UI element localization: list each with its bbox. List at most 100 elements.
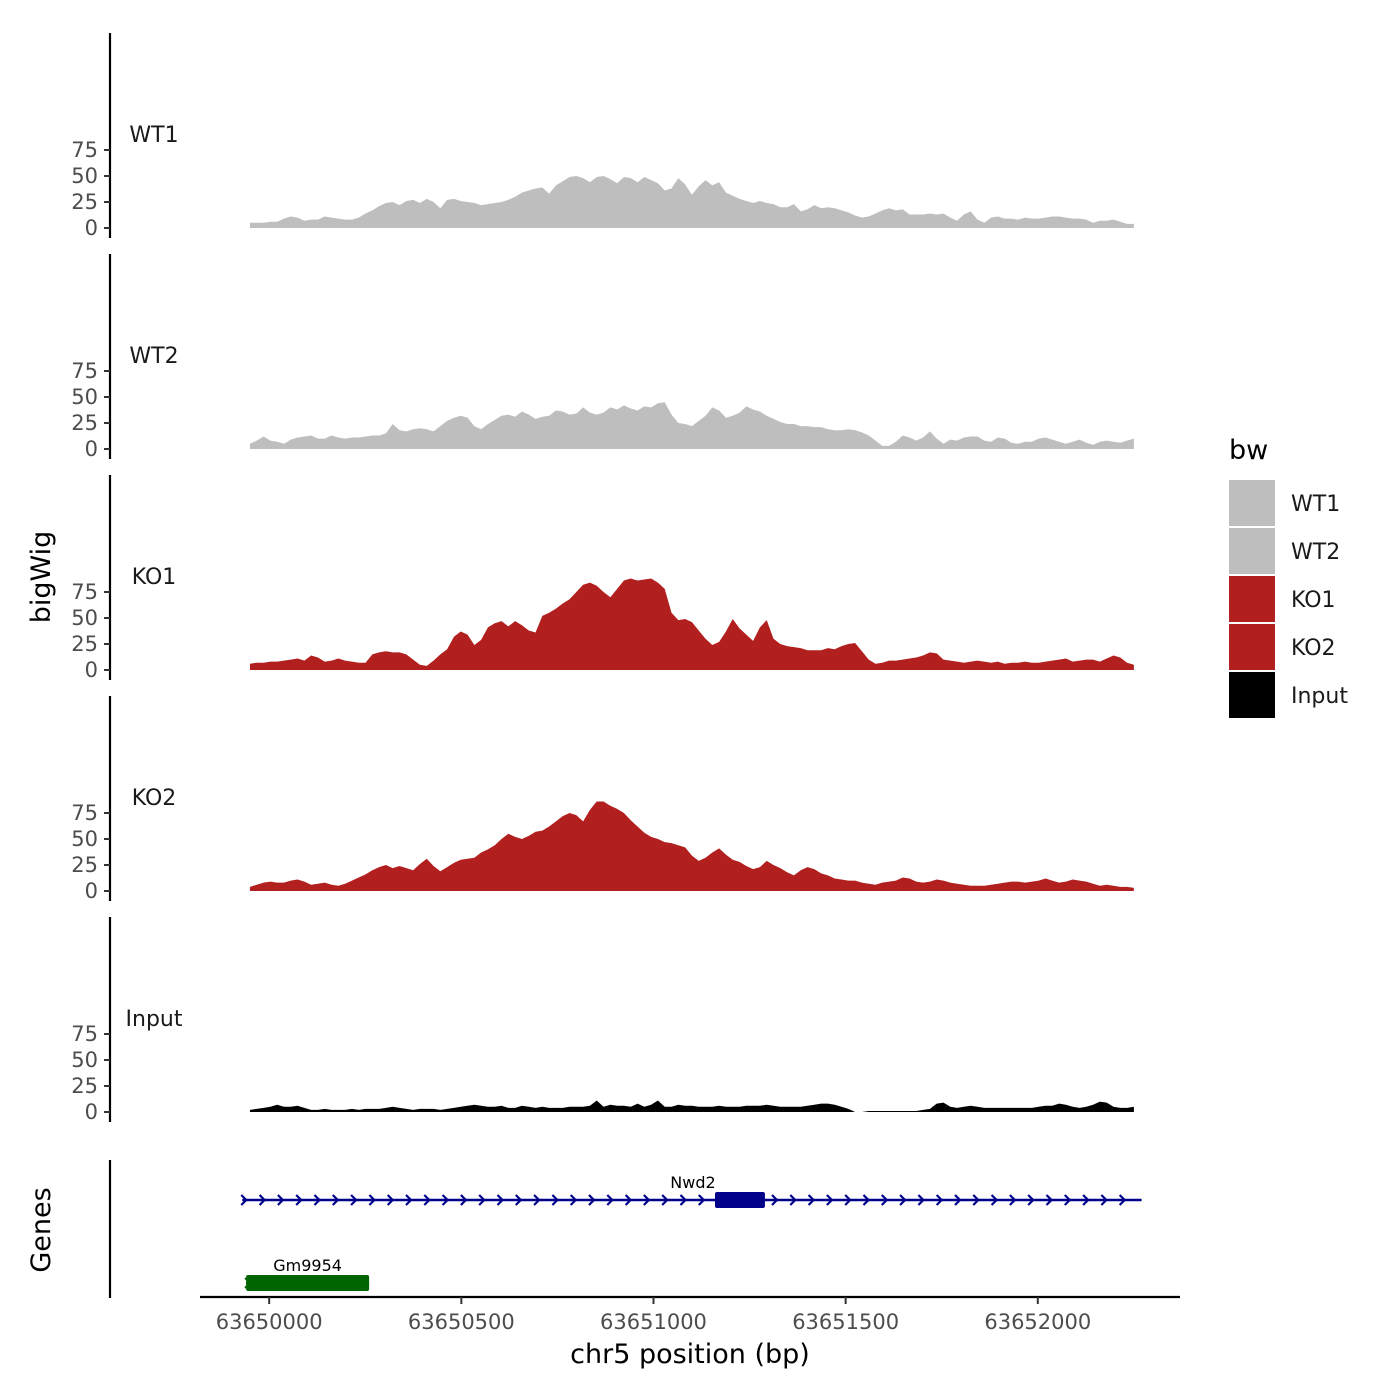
- legend-swatch-input: [1229, 672, 1275, 718]
- genes-axis-title: Genes: [26, 1187, 57, 1272]
- track-label-wt2: WT2: [129, 344, 178, 369]
- y-tick-label: 25: [71, 190, 98, 214]
- strand-arrow-icon: [899, 1194, 907, 1206]
- strand-arrow-icon: [258, 1194, 267, 1206]
- x-tick-label: 63650500: [408, 1310, 515, 1334]
- y-tick-label: 0: [85, 658, 98, 682]
- strand-arrow-icon: [496, 1194, 505, 1206]
- y-tick-label: 50: [71, 827, 98, 851]
- y-tick-label: 75: [71, 580, 98, 604]
- y-tick-label: 75: [71, 1022, 98, 1046]
- y-tick-label: 75: [71, 801, 98, 825]
- strand-arrow-icon: [917, 1194, 925, 1206]
- strand-arrow-icon: [844, 1194, 852, 1206]
- strand-arrow-icon: [1009, 1194, 1017, 1206]
- strand-arrow-icon: [313, 1194, 322, 1206]
- strand-arrow-icon: [1045, 1194, 1054, 1206]
- strand-arrow-icon: [386, 1194, 395, 1206]
- legend-swatch-wt2: [1229, 528, 1275, 574]
- y-tick-label: 0: [85, 437, 98, 461]
- strand-arrow-icon: [295, 1194, 303, 1206]
- gene-label: Gm9954: [273, 1256, 342, 1275]
- strand-arrow-icon: [1027, 1194, 1035, 1206]
- legend-label-wt2: WT2: [1291, 540, 1340, 565]
- coverage-area-ko1: [249, 578, 1134, 670]
- legend-label-input: Input: [1291, 684, 1348, 709]
- y-tick-label: 25: [71, 411, 98, 435]
- strand-arrow-icon: [935, 1194, 944, 1206]
- y-tick-label: 25: [71, 853, 98, 877]
- strand-arrow-icon: [1082, 1194, 1090, 1206]
- bigwig-tracks: 0255075WT10255075WT20255075KO10255075KO2…: [71, 33, 1134, 1124]
- coverage-area-ko2: [249, 801, 1134, 891]
- x-axis-title: chr5 position (bp): [570, 1339, 810, 1370]
- strand-arrow-icon: [1100, 1194, 1108, 1206]
- y-tick-label: 75: [71, 138, 98, 162]
- strand-arrow-icon: [697, 1194, 706, 1206]
- strand-arrow-icon: [277, 1194, 285, 1206]
- strand-arrow-icon: [679, 1194, 688, 1206]
- x-tick-label: 63650000: [216, 1310, 323, 1334]
- x-tick-label: 63652000: [984, 1310, 1091, 1334]
- strand-arrow-icon: [423, 1194, 431, 1206]
- x-tick-label: 63651000: [600, 1310, 707, 1334]
- track-label-input: Input: [126, 1007, 183, 1032]
- y-tick-label: 25: [71, 1074, 98, 1098]
- legend-label-ko1: KO1: [1291, 588, 1336, 613]
- strand-arrow-icon: [954, 1194, 962, 1206]
- y-axis-title: bigWig: [26, 531, 57, 624]
- coverage-area-wt2: [249, 402, 1134, 449]
- legend: bw WT1 WT2 KO1 KO2 Input: [1229, 435, 1348, 718]
- coverage-area-input: [249, 1100, 1134, 1112]
- strand-arrow-icon: [880, 1194, 889, 1206]
- strand-arrow-icon: [1063, 1194, 1072, 1206]
- strand-arrow-icon: [569, 1194, 578, 1206]
- gene-gm9954: Gm9954: [244, 1256, 370, 1291]
- gene-nwd2: Nwd2: [240, 1173, 1142, 1208]
- gene-exon: [714, 1192, 765, 1208]
- y-tick-label: 0: [85, 1100, 98, 1124]
- legend-swatch-wt1: [1229, 480, 1275, 526]
- strand-arrow-icon: [771, 1194, 779, 1206]
- y-tick-label: 75: [71, 359, 98, 383]
- strand-arrow-icon: [990, 1194, 999, 1206]
- gene-exon: [246, 1275, 370, 1291]
- y-tick-label: 50: [71, 385, 98, 409]
- x-axis: 63650000 63650500 63651000 63651500 63652000: [200, 1295, 1180, 1334]
- strand-arrow-icon: [624, 1194, 633, 1206]
- strand-arrow-icon: [551, 1194, 559, 1206]
- y-tick-label: 50: [71, 606, 98, 630]
- legend-swatch-ko1: [1229, 576, 1275, 622]
- y-tick-label: 50: [71, 164, 98, 188]
- strand-arrow-icon: [972, 1194, 980, 1206]
- strand-arrow-icon: [1118, 1194, 1127, 1206]
- y-tick-label: 0: [85, 216, 98, 240]
- track-label-ko1: KO1: [132, 565, 177, 590]
- y-tick-label: 25: [71, 632, 98, 656]
- legend-label-ko2: KO2: [1291, 636, 1336, 661]
- strand-arrow-icon: [331, 1194, 340, 1206]
- strand-arrow-icon: [789, 1194, 797, 1206]
- legend-title: bw: [1229, 435, 1268, 466]
- strand-arrow-icon: [643, 1194, 651, 1206]
- strand-arrow-icon: [478, 1194, 486, 1206]
- strand-arrow-icon: [661, 1194, 669, 1206]
- strand-arrow-icon: [862, 1194, 871, 1206]
- legend-swatch-ko2: [1229, 624, 1275, 670]
- y-tick-label: 0: [85, 879, 98, 903]
- strand-arrow-icon: [240, 1194, 248, 1206]
- strand-arrow-icon: [588, 1194, 596, 1206]
- strand-arrow-icon: [368, 1194, 376, 1206]
- x-tick-label: 63651500: [792, 1310, 899, 1334]
- strand-arrow-icon: [350, 1194, 358, 1206]
- strand-arrow-icon: [807, 1194, 816, 1206]
- coverage-area-wt1: [249, 176, 1134, 228]
- y-tick-label: 50: [71, 1048, 98, 1072]
- track-label-wt1: WT1: [129, 123, 178, 148]
- gene-label: Nwd2: [670, 1173, 715, 1192]
